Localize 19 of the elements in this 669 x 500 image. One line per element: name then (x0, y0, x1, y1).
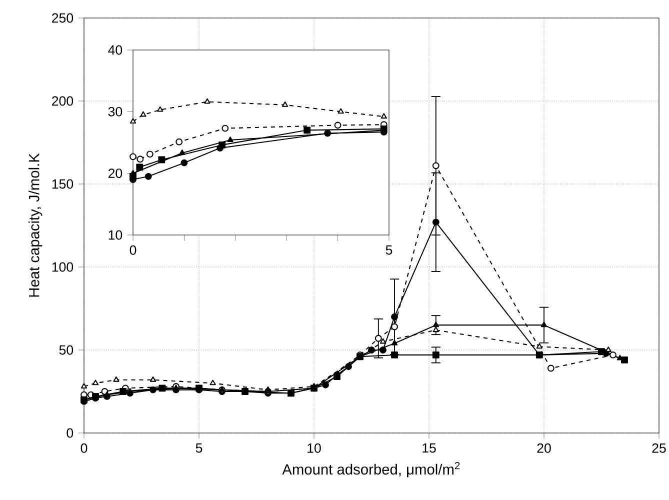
y-tick-label: 200 (52, 96, 74, 106)
y-tick-label: 250 (52, 13, 74, 23)
y-tick-label: 0 (66, 428, 74, 438)
y-tick-label: 30 (108, 106, 122, 116)
x-tick-label: 0 (80, 443, 88, 453)
x-tick-label: 25 (652, 443, 666, 453)
x-tick-label: 20 (537, 443, 551, 453)
x-tick-label: 10 (308, 443, 321, 453)
x-tick-label: 5 (386, 245, 392, 255)
x-tick-label: 15 (422, 443, 436, 453)
y-tick-label: 40 (108, 45, 122, 55)
y-tick-label: 10 (108, 230, 122, 240)
y-tick-label: 20 (108, 168, 122, 178)
y-tick-label: 150 (52, 179, 74, 189)
x-tick-label: 5 (196, 443, 202, 453)
y-axis-title: Heat capacity, J/mol.K (28, 153, 42, 297)
y-tick-label: 100 (52, 262, 74, 272)
y-tick-label: 50 (59, 345, 74, 355)
x-axis-title: Amount adsorbed, μmol/m$^{2}$ (282, 462, 460, 478)
